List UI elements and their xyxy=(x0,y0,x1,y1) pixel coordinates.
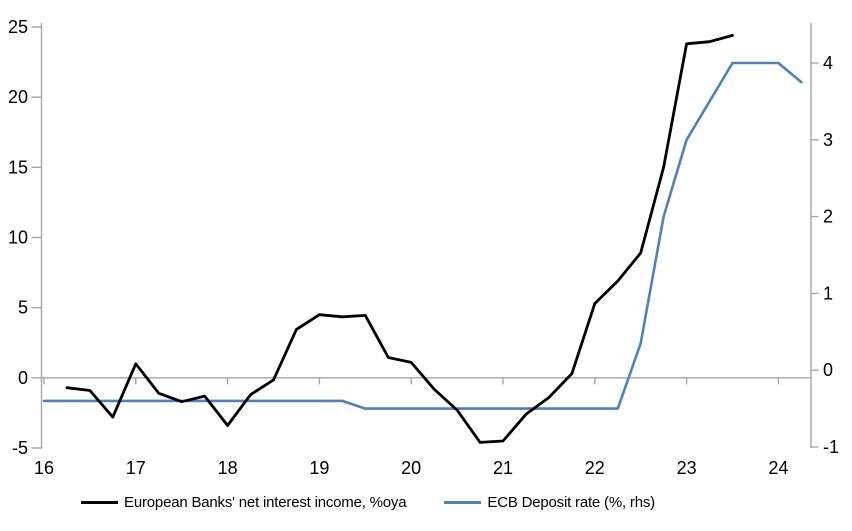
left-axis-tick-label: -5 xyxy=(12,438,28,458)
x-axis-tick-label: 24 xyxy=(768,458,788,478)
right-axis-tick-label: 2 xyxy=(823,207,833,227)
right-axis-tick-label: 4 xyxy=(823,53,833,73)
x-axis-tick-label: 23 xyxy=(677,458,697,478)
nii-series-line xyxy=(65,34,734,444)
chart-legend: European Banks' net interest income, %oy… xyxy=(0,489,794,515)
left-axis-tick-label: 25 xyxy=(8,17,28,37)
right-axis-tick-label: 0 xyxy=(823,360,833,380)
right-axis-tick-label: 1 xyxy=(823,283,833,303)
right-axis-tick-label: 3 xyxy=(823,130,833,150)
left-axis-tick-label: 10 xyxy=(8,228,28,248)
left-axis-tick-label: 20 xyxy=(8,87,28,107)
x-axis-tick-label: 17 xyxy=(126,458,146,478)
legend-item-net-interest-income: European Banks' net interest income, %oy… xyxy=(81,493,407,511)
ecb-legend-label: ECB Deposit rate (%, rhs) xyxy=(487,493,655,511)
nii-line-swatch xyxy=(81,500,119,504)
x-axis-tick-label: 16 xyxy=(34,458,54,478)
nii-legend-label: European Banks' net interest income, %oy… xyxy=(124,493,407,511)
right-axis-tick-label: -1 xyxy=(823,437,839,457)
legend-item-ecb-deposit-rate: ECB Deposit rate (%, rhs) xyxy=(444,494,655,511)
x-axis-tick-label: 18 xyxy=(218,458,238,478)
left-axis-tick-label: 0 xyxy=(18,368,28,388)
ecb-line-swatch xyxy=(444,500,482,504)
x-axis-tick-label: 21 xyxy=(493,458,513,478)
x-axis-tick-label: 20 xyxy=(401,458,421,478)
ecb-series-line xyxy=(42,61,803,410)
x-axis-tick-label: 19 xyxy=(309,458,329,478)
left-axis-tick-label: 5 xyxy=(18,298,28,318)
x-axis-tick-label: 22 xyxy=(585,458,605,478)
left-axis-tick-label: 15 xyxy=(8,157,28,177)
